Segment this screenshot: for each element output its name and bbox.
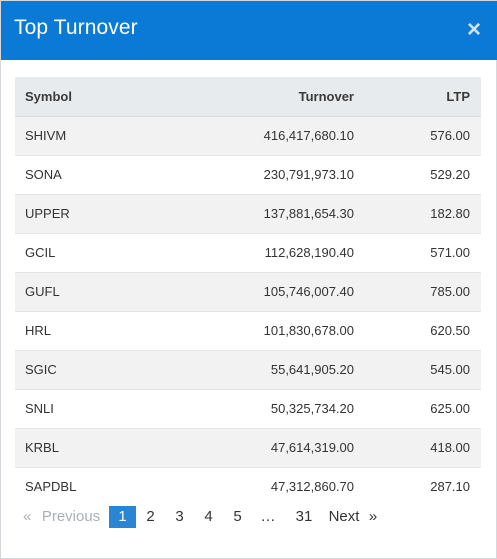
cell-ltp: 529.20 xyxy=(354,154,481,194)
cell-ltp: 576.00 xyxy=(354,115,481,155)
table-row: SONA 230,791,973.10 529.20 xyxy=(15,154,481,194)
column-header-turnover: Turnover xyxy=(165,77,354,117)
cell-turnover: 230,791,973.10 xyxy=(165,154,354,194)
cell-symbol: HRL xyxy=(15,310,165,350)
cell-symbol: KRBL xyxy=(15,427,165,467)
cell-symbol: GCIL xyxy=(15,232,165,272)
pagination-ellipsis: … xyxy=(260,508,276,525)
cell-turnover: 112,628,190.40 xyxy=(165,232,354,272)
cell-ltp: 287.10 xyxy=(354,466,481,506)
table-header-row: Symbol Turnover LTP xyxy=(15,77,481,117)
column-header-ltp: LTP xyxy=(354,77,481,117)
table-row: HRL 101,830,678.00 620.50 xyxy=(15,310,481,350)
cell-turnover: 101,830,678.00 xyxy=(165,310,354,350)
cell-ltp: 625.00 xyxy=(354,388,481,428)
cell-symbol: UPPER xyxy=(15,193,165,233)
close-icon[interactable]: × xyxy=(466,16,481,43)
column-header-symbol: Symbol xyxy=(15,77,165,117)
cell-turnover: 416,417,680.10 xyxy=(165,115,354,155)
cell-ltp: 571.00 xyxy=(354,232,481,272)
cell-symbol: SNLI xyxy=(15,388,165,428)
cell-turnover: 47,312,860.70 xyxy=(165,466,354,506)
cell-symbol: SONA xyxy=(15,154,165,194)
table-row: SHIVM 416,417,680.10 576.00 xyxy=(15,115,481,155)
cell-symbol: SGIC xyxy=(15,349,165,389)
page-link-5[interactable]: 5 xyxy=(233,508,242,525)
page-link-1[interactable]: 1 xyxy=(109,506,136,528)
table-row: GCIL 112,628,190.40 571.00 xyxy=(15,232,481,272)
table-row: SNLI 50,325,734.20 625.00 xyxy=(15,388,481,428)
page-link-2[interactable]: 2 xyxy=(146,508,155,525)
turnover-table: Symbol Turnover LTP SHIVM 416,417,680.10… xyxy=(15,77,481,506)
modal-header: Top Turnover × xyxy=(1,1,497,60)
page-link-4[interactable]: 4 xyxy=(204,508,213,525)
next-page-link[interactable]: Next xyxy=(328,508,360,525)
page-link-3[interactable]: 3 xyxy=(175,508,184,525)
previous-arrow-icon: « xyxy=(23,508,32,525)
cell-ltp: 545.00 xyxy=(354,349,481,389)
cell-symbol: GUFL xyxy=(15,271,165,311)
pagination: « Previous 1 2 3 4 5 … 31 Next » xyxy=(15,506,382,528)
cell-ltp: 785.00 xyxy=(354,271,481,311)
cell-symbol: SAPDBL xyxy=(15,466,165,506)
next-arrow-icon[interactable]: » xyxy=(368,508,378,525)
cell-ltp: 620.50 xyxy=(354,310,481,350)
previous-page-link: Previous xyxy=(41,508,101,525)
modal-title: Top Turnover xyxy=(14,16,138,39)
cell-ltp: 418.00 xyxy=(354,427,481,467)
cell-turnover: 55,641,905.20 xyxy=(165,349,354,389)
cell-turnover: 105,746,007.40 xyxy=(165,271,354,311)
table-row: SGIC 55,641,905.20 545.00 xyxy=(15,349,481,389)
cell-ltp: 182.80 xyxy=(354,193,481,233)
table-row: KRBL 47,614,319.00 418.00 xyxy=(15,427,481,467)
page-link-31[interactable]: 31 xyxy=(295,508,313,525)
cell-symbol: SHIVM xyxy=(15,115,165,155)
table-row: SAPDBL 47,312,860.70 287.10 xyxy=(15,466,481,506)
table-row: UPPER 137,881,654.30 182.80 xyxy=(15,193,481,233)
cell-turnover: 47,614,319.00 xyxy=(165,427,354,467)
turnover-table-container: Symbol Turnover LTP SHIVM 416,417,680.10… xyxy=(15,77,481,506)
table-row: GUFL 105,746,007.40 785.00 xyxy=(15,271,481,311)
cell-turnover: 137,881,654.30 xyxy=(165,193,354,233)
cell-turnover: 50,325,734.20 xyxy=(165,388,354,428)
